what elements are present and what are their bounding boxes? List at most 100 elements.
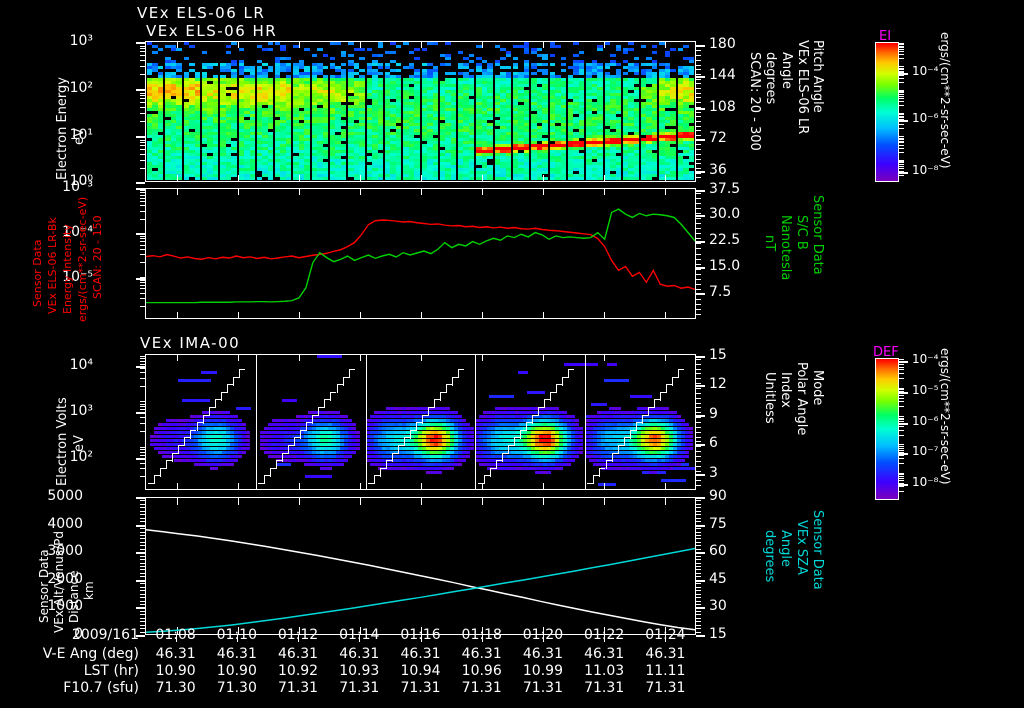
panel4-left-tick-label: 1000 (47, 598, 83, 615)
panel2-left-tick-label: 10⁻³ (62, 179, 93, 195)
panel2-right-label-sc-b: S/C B (794, 215, 809, 250)
colorbar-ei-units: ergs/(cm**2-sr-sec-eV) (938, 32, 952, 169)
panel3-right-tick-label: 3 (709, 464, 718, 481)
axis-table-row-label: V-E Ang (deg) (42, 646, 139, 662)
panel3-title: VEx IMA-00 (140, 334, 241, 352)
colorbar-def-tick-label: 10⁻⁴ (912, 351, 939, 366)
axis-table-cell: 46.31 (461, 646, 502, 662)
axis-table-row-label: F10.7 (sfu) (63, 680, 139, 696)
axis-table-cell: 71.31 (645, 680, 686, 696)
panel3-right-label-unitless: Unitless (762, 372, 777, 424)
axis-table-cell: 10.92 (278, 663, 319, 679)
axis-table-cell: 46.31 (645, 646, 686, 662)
x-axis-tick (665, 635, 666, 642)
colorbar-ei-tick-label: 10⁻⁸ (912, 163, 939, 178)
panel4-left-tick-label: 5000 (47, 488, 83, 505)
axis-table-cell: 46.31 (278, 646, 319, 662)
panel1-right-label-sensor: VEx ELS-06 LR (795, 40, 810, 135)
axis-table-time-label: 01:20 (519, 627, 567, 643)
colorbar-def-tick-label: 10⁻⁷ (912, 444, 939, 459)
x-axis-tick (482, 635, 483, 642)
energy-intensity-b-field-canvas (146, 189, 695, 318)
panel3-left-tick-label: 10³ (69, 402, 93, 419)
panel1-title-hr: VEx ELS-06 HR (146, 22, 278, 40)
panel1-left-tick-label: 10¹ (69, 127, 93, 144)
panel1-right-label-degrees: degrees (763, 52, 778, 105)
panel1-left-ticks: 10³ 10² 10¹ 10⁰ (70, 33, 145, 189)
panel2-right-label-nanotesla: Nanotesla (778, 215, 793, 281)
panel2-right-tick-label: 15.0 (709, 257, 741, 274)
axis-table-cell: 71.31 (339, 680, 380, 696)
x-axis-tick (543, 635, 544, 642)
axis-table-cell: 11.11 (645, 663, 686, 679)
x-axis-tick (359, 635, 360, 642)
panel1-right-tick-label: 180 (709, 35, 736, 52)
panel4-right-tick-label: 90 (709, 488, 727, 505)
panel1-right-label-pitch-angle: Pitch Angle (810, 40, 825, 113)
altitude-sza-canvas (146, 498, 695, 634)
axis-table-time-label: 01:10 (213, 627, 261, 643)
x-axis-tick (176, 635, 177, 642)
panel1-right-tick-label: 144 (709, 67, 736, 84)
panel3-left-tick-label: 10⁴ (69, 356, 93, 373)
panel-altitude-sza (145, 497, 696, 635)
panel4-left-tick-label: 0 (74, 625, 83, 642)
panel2-right-tick-label: 37.5 (709, 180, 741, 197)
panel4-right-label-sensor-data: Sensor Data (810, 510, 825, 590)
panel1-right-tick-label: 108 (709, 98, 736, 115)
axis-table-cell: 71.30 (216, 680, 257, 696)
panel4-right-tick-label: 45 (709, 570, 727, 587)
x-axis-tick (298, 635, 299, 642)
axis-table-cell: 10.99 (522, 663, 563, 679)
panel2-left-tick-label: 10⁻⁴ (62, 224, 93, 241)
panel2-right-tick-label: 7.5 (709, 283, 732, 300)
panel4-right-tick-label: 30 (709, 598, 727, 615)
axis-table-cell: 10.93 (339, 663, 380, 679)
panel1-title-lr: VEx ELS-06 LR (137, 4, 266, 22)
panel3-right-label-polar-angle: Polar Angle (794, 362, 809, 436)
colorbar-ei-tick-label: 10⁻⁴ (912, 63, 939, 78)
axis-table-cell: 71.31 (400, 680, 441, 696)
panel-els-pitch-angle-spectrogram (145, 41, 696, 182)
axis-table-cell: 46.31 (522, 646, 563, 662)
colorbar-ei (875, 42, 899, 182)
panel4-left-tick-label: 4000 (47, 515, 83, 532)
panel4-right-label-angle: Angle (778, 530, 793, 567)
x-axis-tick (604, 635, 605, 642)
colorbar-def-tick-label: 10⁻⁸ (912, 475, 939, 490)
x-axis-tick (421, 635, 422, 642)
panel3-right-label-index: Index (778, 372, 793, 408)
axis-table-cell: 46.31 (155, 646, 196, 662)
axis-table-time-label: 01:18 (458, 627, 506, 643)
panel4-right-ticks: 90 75 60 45 30 15 (696, 488, 742, 642)
panel3-right-label-mode: Mode (810, 370, 825, 406)
axis-table-cell: 71.31 (522, 680, 563, 696)
panel4-right-tick-label: 15 (709, 625, 727, 642)
axis-table-cell: 71.31 (278, 680, 319, 696)
panel1-right-tick-label: 36 (709, 161, 727, 178)
panel4-left-ticks: 5000 4000 3000 2000 1000 0 (47, 488, 145, 642)
axis-table-cell: 46.31 (400, 646, 441, 662)
panel1-right-ticks: 180 144 108 72 36 (696, 36, 742, 182)
panel4-right-tick-label: 75 (709, 515, 727, 532)
panel-ima-polar-angle-spectrogram (145, 354, 696, 490)
panel2-right-label-nt: nT (762, 235, 777, 252)
axis-table-cell: 10.90 (216, 663, 257, 679)
panel-energy-intensity-magnetic-field (145, 188, 696, 319)
panel1-right-tick-label: 72 (709, 130, 727, 147)
axis-table-time-label: 01:16 (397, 627, 445, 643)
panel4-right-label-sza: VEx SZA (794, 520, 809, 575)
axis-table-cell: 71.30 (155, 680, 196, 696)
colorbar-ei-tick-label: 10⁻⁶ (912, 111, 939, 126)
panel1-right-label-scan: SCAN: 20 - 300 (747, 52, 762, 151)
panel3-right-tick-label: 12 (709, 376, 727, 393)
colorbar-def (875, 358, 899, 500)
x-axis-tick (237, 635, 238, 642)
panel2-right-ticks: 37.5 30.0 22.5 15.0 7.5 (696, 181, 742, 319)
panel3-right-tick-label: 6 (709, 435, 718, 452)
els-spectrogram-canvas (146, 42, 695, 181)
panel4-left-tick-label: 3000 (47, 543, 83, 560)
